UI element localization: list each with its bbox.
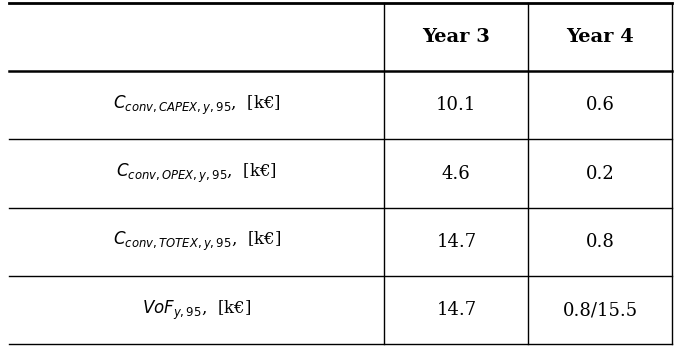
Text: 14.7: 14.7 bbox=[436, 233, 477, 251]
Text: $C_{conv,OPEX,y,95}$,  [k€]: $C_{conv,OPEX,y,95}$, [k€] bbox=[116, 162, 277, 185]
Text: 0.6: 0.6 bbox=[586, 96, 615, 114]
Text: 14.7: 14.7 bbox=[436, 301, 477, 319]
Text: Year 4: Year 4 bbox=[566, 28, 634, 46]
Text: 0.8/15.5: 0.8/15.5 bbox=[563, 301, 638, 319]
Text: 0.8: 0.8 bbox=[586, 233, 615, 251]
Text: Year 3: Year 3 bbox=[423, 28, 490, 46]
Text: $VoF_{y,95}$,  [k€]: $VoF_{y,95}$, [k€] bbox=[142, 298, 252, 322]
Text: 10.1: 10.1 bbox=[436, 96, 477, 114]
Text: 4.6: 4.6 bbox=[442, 164, 470, 183]
Text: $C_{conv,CAPEX,y,95}$,  [k€]: $C_{conv,CAPEX,y,95}$, [k€] bbox=[113, 94, 281, 117]
Text: 0.2: 0.2 bbox=[586, 164, 615, 183]
Text: $C_{conv,TOTEX,y,95}$,  [k€]: $C_{conv,TOTEX,y,95}$, [k€] bbox=[113, 230, 281, 253]
